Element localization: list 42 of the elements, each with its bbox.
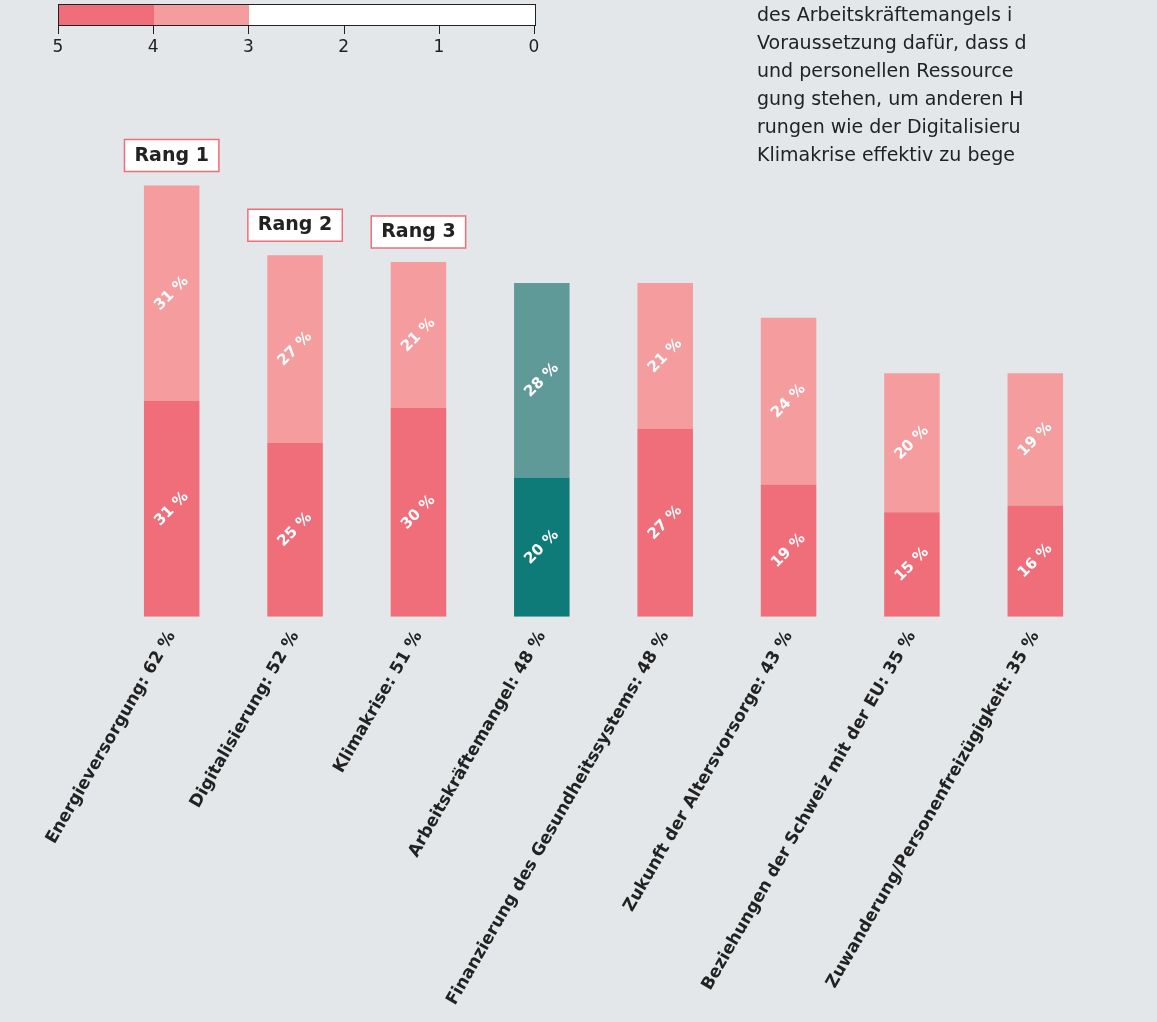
bar <box>143 185 200 402</box>
data-label: 27 % <box>643 501 686 543</box>
bar <box>390 408 447 617</box>
bar <box>267 442 323 617</box>
color-bar-label: 2 <box>338 36 350 56</box>
text: Rang 1 <box>134 142 209 165</box>
data-label: 21 % <box>396 313 439 356</box>
data-label: 19 % <box>1013 417 1056 460</box>
data-label: 25 % <box>273 508 316 550</box>
bar <box>637 428 693 617</box>
bar <box>143 401 200 617</box>
color-bar-label: 0 <box>528 36 540 56</box>
data-label: 28 % <box>520 358 562 401</box>
data-label: 30 % <box>396 490 439 533</box>
data-label: 19 % <box>766 528 809 571</box>
chart-subtitle: des Arbeitskräftemangels i Voraussetzung dafür, dass d und personellen Ressource gung stehen, um anderen H rungen wie der Digitalisieru Klimakrise effektiv zu bege <box>756 2 1028 167</box>
color-bar-label: 3 <box>242 36 254 56</box>
data-label: 27 % <box>273 327 316 370</box>
bar <box>514 282 570 478</box>
data-label: 20 % <box>890 421 933 463</box>
color-bar-label: 5 <box>52 36 64 56</box>
annotation: Rang 2 <box>257 212 333 235</box>
color-bar-label: 1 <box>433 36 445 56</box>
bar <box>1007 373 1064 506</box>
data-label: 21 % <box>643 334 686 377</box>
data-label: 16 % <box>1013 539 1056 582</box>
data-label: 31 % <box>149 487 192 529</box>
color-bar-label: 4 <box>147 36 159 56</box>
bar <box>884 512 940 617</box>
annotation: Rang 3 <box>381 219 456 242</box>
data-label: 24 % <box>766 379 809 422</box>
bar <box>760 317 817 485</box>
bar <box>514 477 570 617</box>
bar <box>637 282 693 429</box>
data-label: 31 % <box>149 271 192 314</box>
bar <box>884 373 940 513</box>
bar <box>390 262 447 409</box>
bar <box>267 255 323 443</box>
data-label: 20 % <box>520 525 562 568</box>
data-label: 15 % <box>890 542 933 585</box>
bar <box>760 484 817 617</box>
bar <box>1007 505 1064 617</box>
